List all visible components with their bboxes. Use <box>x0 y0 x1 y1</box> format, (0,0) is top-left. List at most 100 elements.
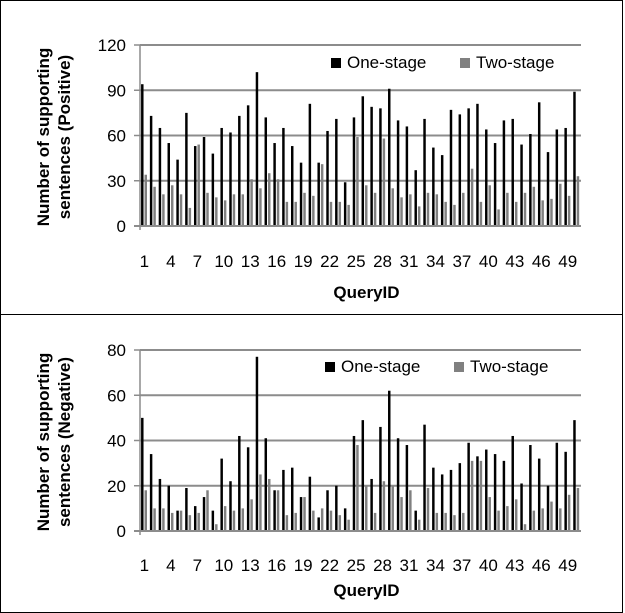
bar-one-stage-12 <box>238 115 241 226</box>
bar-one-stage-23 <box>335 485 338 531</box>
bar-one-stage-25 <box>352 435 356 531</box>
y-tick-label: 40 <box>107 432 126 451</box>
bar-two-stage-36 <box>453 515 456 531</box>
bar-two-stage-34 <box>435 512 439 531</box>
bar-two-stage-34 <box>435 194 439 226</box>
bar-two-stage-24 <box>347 519 350 531</box>
bar-two-stage-17 <box>285 201 289 226</box>
bar-one-stage-3 <box>158 127 162 226</box>
bar-one-stage-48 <box>555 129 559 226</box>
bar-one-stage-46 <box>537 458 541 531</box>
bar-two-stage-45 <box>532 510 536 531</box>
bar-two-stage-20 <box>312 195 315 226</box>
bar-one-stage-7 <box>193 506 197 531</box>
x-tick-label: 31 <box>400 252 419 271</box>
y-axis-label: Number of supporting sentences (Positive) <box>34 48 74 226</box>
bar-two-stage-16 <box>276 490 280 531</box>
bar-two-stage-37 <box>462 512 465 531</box>
y-tick-label: 0 <box>117 217 126 236</box>
legend-label-two-stage: Two-stage <box>470 357 548 376</box>
x-axis-label: QueryID <box>333 581 399 600</box>
bar-one-stage-20 <box>308 103 312 226</box>
bar-two-stage-4 <box>170 512 174 531</box>
bar-two-stage-44 <box>523 192 527 226</box>
bar-two-stage-18 <box>294 201 297 226</box>
bar-two-stage-26 <box>365 485 368 531</box>
bar-two-stage-40 <box>488 497 491 531</box>
bar-two-stage-48 <box>559 183 562 226</box>
bar-one-stage-19 <box>299 162 303 226</box>
y-tick-label: 90 <box>107 81 126 100</box>
bar-one-stage-33 <box>423 118 426 226</box>
bar-two-stage-20 <box>312 510 315 531</box>
y-axis-label-line-2: sentences (Positive) <box>55 55 74 219</box>
bar-two-stage-6 <box>188 207 192 226</box>
bar-two-stage-41 <box>497 209 500 226</box>
x-tick-label: 4 <box>166 252 175 271</box>
bar-one-stage-19 <box>299 497 303 531</box>
bar-two-stage-48 <box>559 508 562 531</box>
bar-two-stage-42 <box>506 506 509 531</box>
bar-two-stage-27 <box>373 512 377 531</box>
x-tick-label: 19 <box>294 556 313 575</box>
bar-one-stage-41 <box>493 143 497 226</box>
legend-swatch-one-stage <box>325 362 335 372</box>
y-tick-label: 120 <box>98 36 126 55</box>
bar-two-stage-25 <box>356 445 359 531</box>
bar-one-stage-16 <box>273 490 276 531</box>
bar-two-stage-22 <box>329 201 333 226</box>
bar-one-stage-1 <box>141 84 144 226</box>
x-tick-label: 46 <box>532 252 551 271</box>
bar-one-stage-38 <box>467 442 470 531</box>
bar-two-stage-3 <box>162 508 165 531</box>
bar-two-stage-12 <box>241 508 245 531</box>
bar-one-stage-29 <box>388 88 391 226</box>
bar-one-stage-14 <box>255 356 259 531</box>
bar-two-stage-1 <box>144 490 147 531</box>
bar-one-stage-34 <box>432 147 435 226</box>
bar-two-stage-30 <box>400 497 403 531</box>
bar-two-stage-31 <box>409 194 412 226</box>
bar-one-stage-39 <box>476 456 479 531</box>
bar-two-stage-23 <box>338 201 342 226</box>
bar-two-stage-6 <box>188 515 192 531</box>
bar-two-stage-50 <box>576 488 580 531</box>
y-tick-label: 20 <box>107 477 126 496</box>
bar-one-stage-50 <box>573 420 576 531</box>
bar-two-stage-47 <box>550 198 553 226</box>
bar-two-stage-27 <box>373 192 377 226</box>
y-axis-label: Number of supporting sentences (Negative) <box>34 353 74 531</box>
bar-two-stage-24 <box>347 204 350 226</box>
bar-two-stage-17 <box>285 515 289 531</box>
bar-one-stage-24 <box>343 182 347 226</box>
bar-one-stage-35 <box>440 474 444 531</box>
bar-one-stage-44 <box>520 144 523 226</box>
bar-one-stage-45 <box>529 445 532 531</box>
bar-two-stage-37 <box>462 192 465 226</box>
bar-two-stage-39 <box>479 201 483 226</box>
bar-two-stage-49 <box>567 195 571 226</box>
bar-one-stage-12 <box>238 435 241 531</box>
bar-one-stage-40 <box>485 129 488 226</box>
bar-one-stage-37 <box>458 463 462 531</box>
x-tick-label: 10 <box>214 556 233 575</box>
x-tick-label: 7 <box>193 556 202 575</box>
bar-one-stage-49 <box>564 127 567 226</box>
x-tick-label: 13 <box>241 252 260 271</box>
y-axis-label-line-1: Number of supporting <box>34 353 53 531</box>
bar-two-stage-2 <box>153 508 156 531</box>
bar-two-stage-30 <box>400 197 403 226</box>
bar-one-stage-25 <box>352 117 356 226</box>
x-tick-label: 10 <box>214 252 233 271</box>
bar-two-stage-15 <box>268 478 271 531</box>
bar-two-stage-23 <box>338 515 342 531</box>
bar-one-stage-36 <box>449 469 453 531</box>
bar-one-stage-14 <box>255 72 259 227</box>
x-tick-label: 40 <box>479 556 498 575</box>
bar-two-stage-43 <box>514 201 518 226</box>
bar-one-stage-6 <box>185 488 188 531</box>
bar-two-stage-35 <box>444 201 447 226</box>
bar-two-stage-33 <box>426 192 430 226</box>
bar-two-stage-35 <box>444 512 447 531</box>
